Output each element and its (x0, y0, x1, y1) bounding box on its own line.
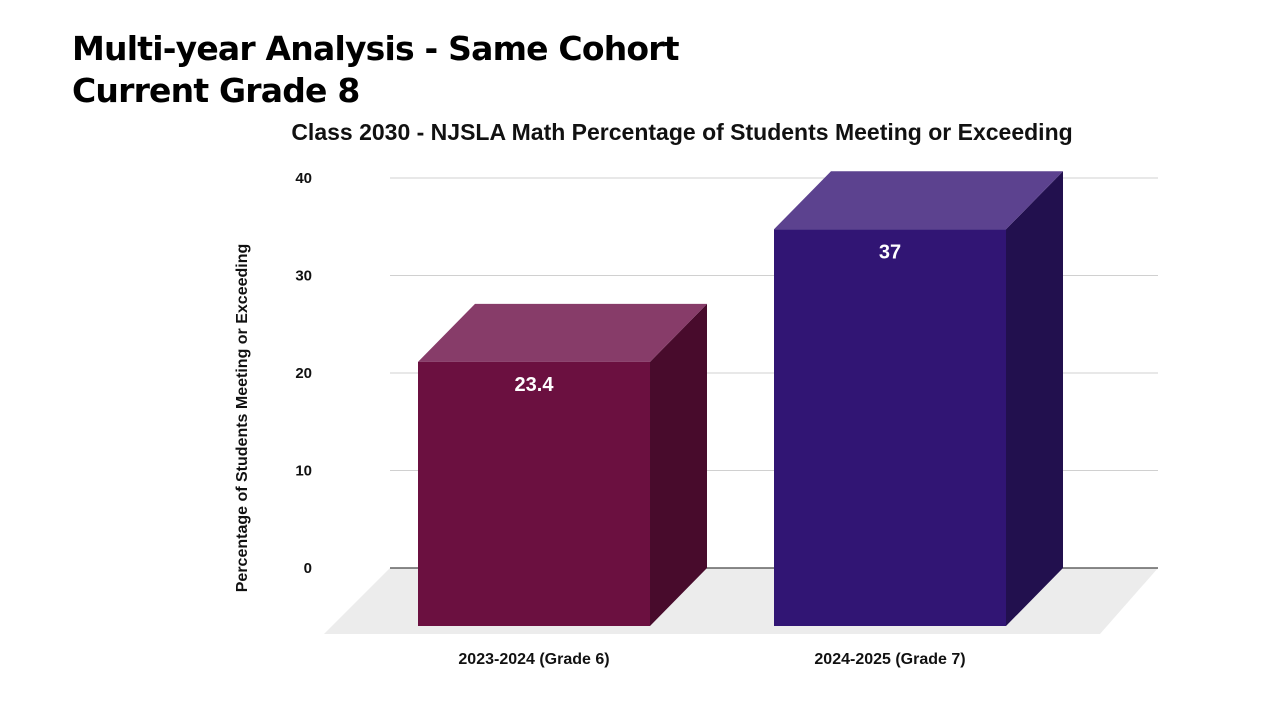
slide-title-line-1: Multi-year Analysis - Same Cohort (72, 29, 680, 68)
x-category-label-1: 2023-2024 (Grade 6) (458, 651, 609, 668)
x-category-label-2: 2024-2025 (Grade 7) (814, 651, 965, 668)
slide-title-line-2: Current Grade 8 (72, 71, 360, 110)
bar-side-1 (650, 303, 707, 626)
y-tick-label: 30 (295, 268, 312, 285)
chart-title: Class 2030 - NJSLA Math Percentage of St… (291, 119, 1072, 145)
data-label-2: 37 (879, 241, 901, 263)
bar-1 (418, 361, 650, 626)
y-tick-label: 20 (295, 365, 312, 382)
bar-2 (774, 229, 1006, 626)
bar-top-2 (774, 171, 1063, 230)
y-tick-label: 40 (295, 170, 312, 187)
bar-side-2 (1006, 171, 1063, 626)
y-tick-label: 0 (304, 560, 312, 577)
data-label-1: 23.4 (515, 374, 555, 396)
slide-title: Multi-year Analysis - Same Cohort Curren… (72, 28, 680, 112)
y-axis-label: Percentage of Students Meeting or Exceed… (234, 244, 251, 593)
bar-top-1 (418, 303, 707, 362)
y-tick-label: 10 (295, 463, 312, 480)
